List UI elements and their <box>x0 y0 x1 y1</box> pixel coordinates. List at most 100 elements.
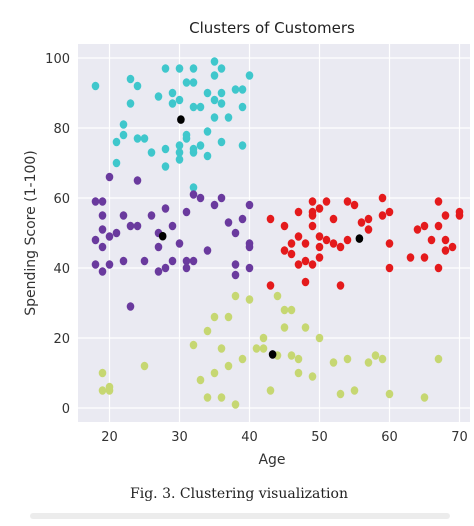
data-point <box>280 221 289 231</box>
data-point <box>91 197 100 206</box>
data-point <box>154 242 163 252</box>
data-point <box>147 148 156 157</box>
data-point <box>210 71 219 80</box>
data-point <box>231 291 240 301</box>
data-point <box>175 155 184 164</box>
data-point <box>231 228 240 238</box>
data-point <box>308 372 317 381</box>
data-point <box>238 85 247 94</box>
data-point <box>217 64 226 73</box>
data-point <box>308 211 317 220</box>
data-point <box>385 239 394 248</box>
data-point <box>98 225 107 234</box>
data-point <box>91 260 100 269</box>
data-point <box>315 242 324 252</box>
data-point <box>343 354 352 364</box>
data-point <box>287 239 296 248</box>
data-point <box>364 358 373 367</box>
data-point <box>336 242 345 252</box>
data-point <box>161 144 170 154</box>
data-point <box>175 239 184 248</box>
plot-background <box>78 44 470 422</box>
data-point <box>196 193 205 203</box>
data-point <box>126 99 135 108</box>
cluster-5 <box>158 115 364 359</box>
data-point <box>315 333 324 343</box>
data-point <box>245 295 254 304</box>
data-point <box>196 141 205 150</box>
data-point <box>329 214 338 224</box>
data-point <box>238 354 247 364</box>
centroid-point <box>268 350 277 359</box>
data-point <box>189 256 198 266</box>
data-point <box>119 120 128 129</box>
x-tick-label: 70 <box>451 430 468 445</box>
data-point <box>343 197 352 206</box>
data-point <box>315 253 324 262</box>
data-point <box>266 386 275 395</box>
data-point <box>308 260 317 269</box>
data-point <box>224 113 233 122</box>
data-point <box>385 389 394 399</box>
data-point <box>280 305 289 315</box>
x-axis: 20 30 40 50 60 70 <box>101 430 468 445</box>
data-point <box>301 256 310 266</box>
data-point <box>175 148 184 157</box>
data-point <box>175 95 184 105</box>
data-point <box>203 246 212 255</box>
data-point <box>315 204 324 213</box>
data-point <box>168 221 177 231</box>
data-point <box>105 260 114 269</box>
data-point <box>441 246 450 255</box>
y-tick-label: 60 <box>53 192 70 207</box>
data-point <box>259 344 268 353</box>
data-point <box>168 99 177 108</box>
data-point <box>301 277 310 287</box>
data-point <box>245 71 254 80</box>
data-point <box>308 221 317 231</box>
data-point <box>203 326 212 336</box>
data-point <box>308 197 317 206</box>
data-point <box>182 207 191 217</box>
x-tick-label: 40 <box>241 430 258 445</box>
data-point <box>385 263 394 273</box>
data-point <box>336 281 345 290</box>
y-tick-label: 100 <box>45 52 70 67</box>
data-point <box>161 162 170 171</box>
data-point <box>280 323 289 332</box>
data-point <box>203 127 212 136</box>
cropped-text-strip <box>0 505 474 526</box>
data-point <box>98 386 107 395</box>
data-point <box>126 74 135 84</box>
data-point <box>189 78 198 87</box>
y-tick-label: 40 <box>53 262 70 277</box>
scatter-points <box>91 57 464 409</box>
x-tick-label: 20 <box>101 430 118 445</box>
data-point <box>182 78 191 87</box>
data-point <box>182 263 191 273</box>
data-point <box>294 354 303 364</box>
data-point <box>322 235 331 245</box>
data-point <box>112 228 121 238</box>
data-point <box>140 256 149 266</box>
data-point <box>133 176 142 185</box>
data-point <box>266 214 275 224</box>
data-point <box>441 211 450 220</box>
data-point <box>147 211 156 220</box>
cluster-2 <box>91 172 254 311</box>
data-point <box>329 358 338 367</box>
data-point <box>140 134 149 143</box>
chart-title: Clusters of Customers <box>189 19 355 37</box>
data-point <box>266 281 275 290</box>
data-point <box>224 312 233 322</box>
data-point <box>434 221 443 231</box>
data-point <box>280 246 289 255</box>
data-point <box>175 141 184 150</box>
data-point <box>126 221 135 231</box>
data-point <box>203 88 212 98</box>
data-point <box>210 113 219 122</box>
data-point <box>273 291 282 301</box>
data-point <box>315 232 324 241</box>
data-point <box>420 253 429 262</box>
figure-caption: Fig. 3. Clustering visualization <box>130 486 348 502</box>
